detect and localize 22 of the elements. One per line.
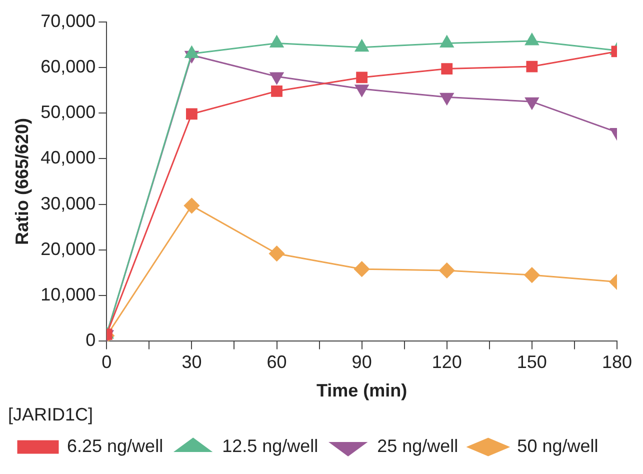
y-tick-label: 60,000 <box>40 56 96 76</box>
x-tick-label: 150 <box>516 352 547 372</box>
x-tick-label: 0 <box>102 352 112 372</box>
x-tick-label: 180 <box>602 352 632 372</box>
y-tick-label: 10,000 <box>40 284 96 305</box>
x-tick-label: 120 <box>432 352 462 372</box>
y-tick-label: 0 <box>86 330 96 350</box>
x-tick-label: 90 <box>352 352 372 372</box>
x-tick-label: 60 <box>266 352 287 372</box>
y-tick-label: 30,000 <box>40 193 96 214</box>
y-tick-label: 70,000 <box>40 10 96 31</box>
legend-title: [JARID1C] <box>8 404 94 424</box>
legend-label: 6.25 ng/well <box>67 436 164 456</box>
legend-label: 50 ng/well <box>517 436 598 456</box>
y-tick-label: 50,000 <box>40 102 96 122</box>
x-axis-title: Time (min) <box>316 380 408 401</box>
legend-label: 25 ng/well <box>377 436 458 456</box>
legend-label: 12.5 ng/well <box>222 436 318 456</box>
y-tick-label: 40,000 <box>40 148 96 168</box>
x-tick-label: 30 <box>182 352 202 372</box>
y-tick-label: 20,000 <box>40 238 96 259</box>
y-axis-title: Ratio (665/620) <box>12 118 32 246</box>
